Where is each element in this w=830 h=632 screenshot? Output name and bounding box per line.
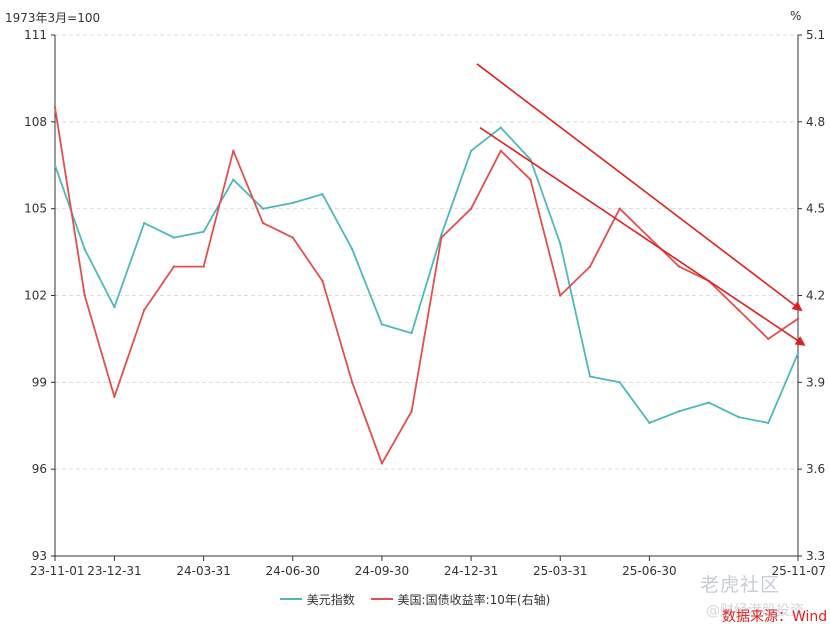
left-axis-unit: 1973年3月=100 [5,11,101,25]
series-point-us10y [767,337,770,341]
series-point-dxy [737,415,740,419]
series-point-dxy [321,193,324,196]
series-point-us10y [588,265,592,268]
series-point-us10y [529,178,532,181]
series-point-dxy [232,178,235,181]
y-right-tick-label: 4.2 [806,289,825,303]
series-point-us10y [380,462,384,465]
x-tick-label: 24-12-31 [444,564,498,578]
series-point-dxy [172,236,176,239]
y-left-tick-label: 108 [24,115,47,129]
series-point-us10y [737,308,740,312]
series-point-us10y [440,236,443,239]
series-point-dxy [202,230,205,233]
series-point-dxy [469,149,473,152]
series-point-dxy [499,126,502,129]
series-point-dxy [796,352,800,355]
series-point-dxy [113,305,116,309]
series-layer [53,106,800,465]
series-point-us10y [469,207,473,210]
y-left-tick-label: 111 [24,28,47,42]
series-point-dxy [291,201,294,205]
y-right-tick-label: 4.8 [806,115,825,129]
x-tick-label: 25-03-31 [533,564,587,578]
series-point-dxy [53,164,57,167]
watermark-logo: 老虎社区 [700,574,781,596]
y-right-tick-label: 3.6 [806,462,825,476]
series-point-dxy [677,410,681,413]
x-tick-label: 25-06-30 [622,564,676,578]
y-left-tick-label: 93 [32,549,47,563]
x-tick-label: 23-12-31 [87,564,141,578]
legend-item-dxy[interactable]: 美元指数 [279,591,355,608]
y-right-tick-label: 3.3 [806,549,825,563]
series-point-us10y [677,265,681,268]
series-point-us10y [202,265,205,268]
series-point-dxy [351,248,354,251]
y-left-tick-label: 102 [24,289,47,303]
series-point-dxy [261,207,265,210]
x-tick-label: 24-09-30 [355,564,409,578]
grid [55,34,798,470]
source-text: 数据来源：Wind [722,609,828,625]
x-tick-label: 24-03-31 [176,564,230,578]
series-point-us10y [232,149,235,152]
watermark-sub: @财经港股投资 [706,603,804,619]
series-point-dxy [410,331,413,335]
axes: 93 3.3 96 3.6 99 3.9 102 4.2 105 4.5 108 4.8 111 5.1 2… [24,28,826,578]
series-point-dxy [648,421,651,425]
legend-swatch-dxy [279,598,302,600]
legend-swatch-us10y [370,598,393,600]
series-point-dxy [529,158,532,161]
legend-label-us10y: 美国:国债收益率:10年(右轴) [397,592,551,607]
series-line-dxy [54,126,799,424]
series-point-dxy [440,233,443,236]
series-point-us10y [83,294,86,297]
series-point-us10y [113,395,116,398]
series-point-dxy [588,375,592,378]
y-left-tick-label: 96 [32,462,47,476]
trend-arrow-1 [476,63,803,312]
series-point-dxy [143,221,146,225]
y-right-tick-label: 4.5 [806,202,825,216]
x-tick-label: 23-11-01 [30,564,84,578]
y-right-tick-label: 5.1 [806,28,825,42]
series-point-us10y [351,381,354,384]
y-right-tick-label: 3.9 [806,375,825,389]
x-tick-label: 24-06-30 [266,564,320,578]
series-point-us10y [53,106,57,109]
series-point-dxy [767,421,770,425]
right-axis-unit: % [790,9,802,23]
series-point-us10y [499,149,502,152]
series-point-us10y [143,308,146,312]
y-left-tick-label: 105 [24,202,47,216]
series-point-us10y [261,221,265,225]
series-point-us10y [648,236,651,239]
series-point-dxy [707,401,710,404]
series-point-us10y [410,410,413,413]
series-point-dxy [380,323,384,326]
series-point-dxy [559,242,562,245]
legend-item-us10y[interactable]: 美国:国债收益率:10年(右轴) [370,591,551,608]
series-point-dxy [83,248,86,251]
series-point-us10y [321,279,324,283]
y-left-tick-label: 99 [32,375,47,389]
legend-label-dxy: 美元指数 [306,592,355,607]
series-point-us10y [618,207,621,210]
series-point-us10y [291,236,294,239]
legend: 美元指数 美国:国债收益率:10年(右轴) [0,589,830,608]
series-line-us10y [54,107,799,465]
x-tick-label: 25-11-07 [772,564,826,578]
series-point-us10y [172,265,176,268]
trend-arrows [476,63,806,346]
trend-arrow-2 [479,126,806,346]
series-point-us10y [796,317,800,320]
series-point-dxy [618,381,621,384]
series-point-us10y [559,294,562,297]
